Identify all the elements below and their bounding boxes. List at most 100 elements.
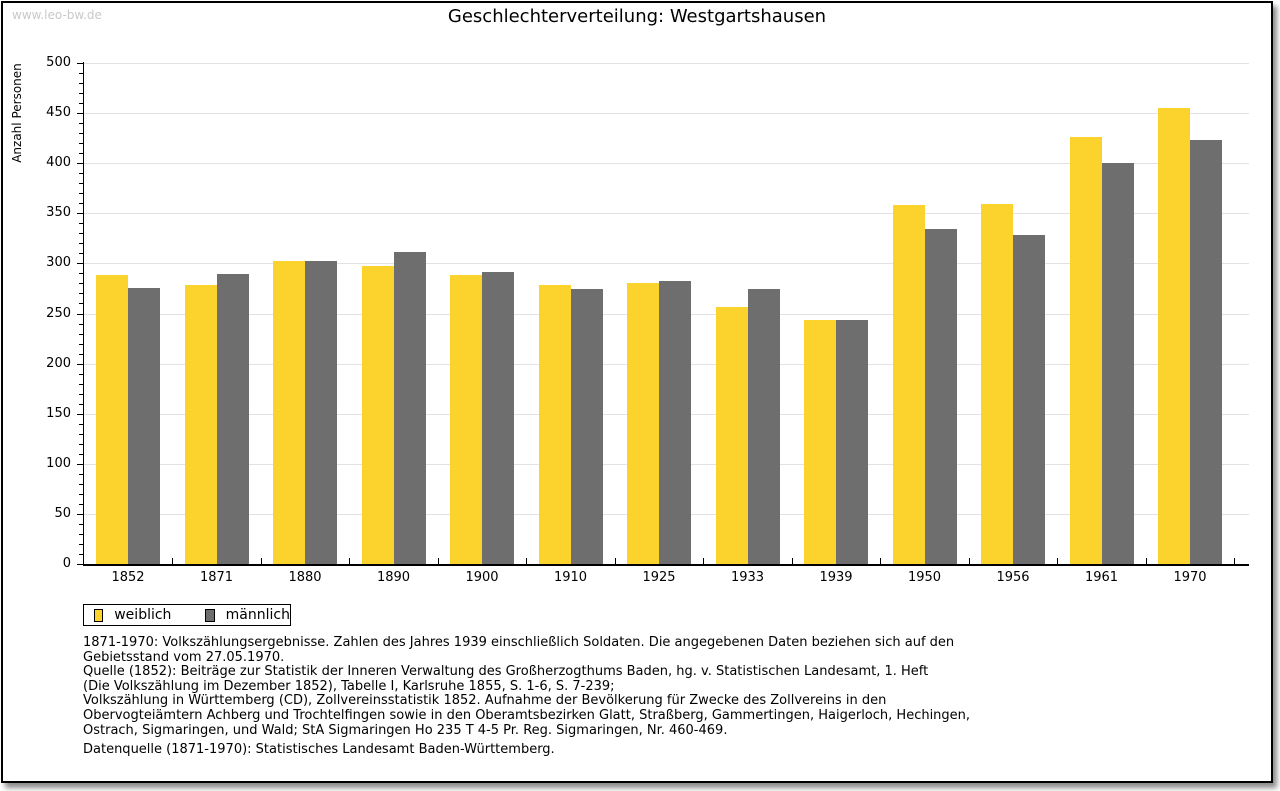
y-major-tick — [77, 513, 83, 515]
bar-männlich-1961 — [1101, 163, 1134, 564]
x-boundary-tick — [349, 558, 351, 564]
legend: weiblich männlich — [83, 604, 291, 626]
y-minor-tick — [79, 133, 83, 135]
y-major-tick — [77, 63, 83, 64]
bar-weiblich-1871 — [184, 285, 217, 564]
bar-weiblich-1950 — [892, 205, 925, 564]
x-tick-label: 1871 — [199, 570, 234, 585]
footnote-line: Obervogteiämtern Achberg und Trochtelfin… — [83, 707, 971, 723]
y-minor-tick — [79, 533, 83, 535]
y-minor-tick — [79, 553, 83, 555]
y-tick-label: 250 — [46, 305, 71, 321]
bar-männlich-1900 — [482, 272, 514, 564]
bar-männlich-1852 — [128, 288, 160, 564]
bar-weiblich-1900 — [450, 275, 482, 564]
y-tick-label: 50 — [54, 505, 71, 521]
x-boundary-tick — [172, 558, 174, 564]
x-boundary-tick — [1145, 558, 1147, 564]
x-tick-label: 1910 — [553, 570, 588, 585]
x-tick-label: 1890 — [376, 570, 411, 585]
y-axis — [83, 62, 84, 565]
y-tick-label: 100 — [46, 455, 71, 471]
x-boundary-tick — [526, 558, 528, 564]
y-tick-label: 350 — [46, 205, 71, 221]
legend-label-maennlich: männlich — [225, 607, 290, 623]
y-minor-tick — [79, 293, 83, 295]
y-minor-tick — [79, 253, 83, 255]
bar-männlich-1933 — [747, 289, 780, 564]
x-tick-label: 1956 — [996, 570, 1030, 585]
y-minor-tick — [79, 273, 83, 275]
y-minor-tick — [79, 333, 83, 335]
y-major-tick — [77, 113, 83, 115]
y-minor-tick — [79, 483, 83, 485]
x-tick-label: 1939 — [819, 570, 853, 585]
x-boundary-tick — [880, 558, 882, 564]
x-tick-label: 1950 — [907, 570, 942, 585]
y-minor-tick — [79, 443, 83, 445]
legend-swatch-weiblich — [94, 608, 104, 622]
x-axis — [83, 564, 1249, 566]
y-minor-tick — [79, 403, 83, 405]
x-boundary-tick — [260, 558, 262, 564]
gridline — [84, 263, 1249, 265]
gridline — [84, 113, 1249, 115]
bar-weiblich-1890 — [361, 266, 394, 564]
y-minor-tick — [79, 303, 83, 305]
x-tick-label: 1852 — [111, 570, 145, 585]
y-minor-tick — [79, 83, 83, 85]
y-minor-tick — [79, 143, 83, 145]
footnote-line: Gebietsstand vom 27.05.1970. — [83, 649, 285, 665]
y-minor-tick — [79, 233, 83, 235]
bar-männlich-1880 — [305, 261, 337, 564]
bar-weiblich-1852 — [96, 275, 128, 564]
y-minor-tick — [79, 503, 83, 505]
gridline — [84, 213, 1249, 215]
y-minor-tick — [79, 373, 83, 375]
bar-männlich-1910 — [570, 289, 603, 564]
y-minor-tick — [79, 183, 83, 185]
gridline — [84, 63, 1249, 64]
bar-weiblich-1939 — [804, 319, 836, 564]
y-minor-tick — [79, 173, 83, 175]
y-minor-tick — [79, 353, 83, 355]
y-minor-tick — [79, 323, 83, 325]
bar-weiblich-1956 — [981, 204, 1013, 564]
y-minor-tick — [79, 523, 83, 525]
y-minor-tick — [79, 383, 83, 385]
footnote-line: 1871-1970: Volkszählungsergebnisse. Zahl… — [83, 635, 955, 650]
y-tick-label: 450 — [46, 105, 71, 121]
y-tick-label: 200 — [46, 355, 71, 371]
bar-männlich-1950 — [924, 229, 957, 564]
y-major-tick — [77, 163, 83, 165]
page-title: Geschlechterverteilung: Westgartshausen — [447, 6, 827, 27]
y-minor-tick — [79, 423, 83, 425]
x-tick-label: 1970 — [1173, 570, 1207, 585]
y-minor-tick — [79, 203, 83, 205]
x-tick-label: 1961 — [1084, 570, 1119, 585]
y-minor-tick — [79, 243, 83, 245]
footnote-line: Quelle (1852): Beiträge zur Statistik de… — [83, 664, 929, 680]
y-major-tick — [77, 463, 83, 465]
y-major-tick — [77, 313, 83, 315]
y-minor-tick — [79, 123, 83, 125]
y-minor-tick — [79, 283, 83, 285]
bar-männlich-1890 — [393, 252, 426, 564]
bar-männlich-1970 — [1190, 140, 1222, 564]
legend-label-weiblich: weiblich — [114, 607, 172, 623]
y-minor-tick — [79, 93, 83, 95]
footnote-line: (Die Volkszählung im Dezember 1852), Tab… — [83, 678, 615, 694]
legend-swatch-maennlich — [205, 608, 215, 622]
y-minor-tick — [79, 343, 83, 345]
y-minor-tick — [79, 453, 83, 455]
y-minor-tick — [79, 223, 83, 225]
bar-weiblich-1961 — [1069, 137, 1102, 564]
y-minor-tick — [79, 103, 83, 105]
y-tick-label: 300 — [46, 255, 71, 271]
x-tick-label: 1933 — [730, 570, 765, 585]
y-major-tick — [77, 413, 83, 415]
x-boundary-tick — [614, 558, 616, 564]
y-minor-tick — [79, 153, 83, 155]
footnote-line: Volkszählung in Württemberg (CD), Zollve… — [83, 693, 887, 709]
